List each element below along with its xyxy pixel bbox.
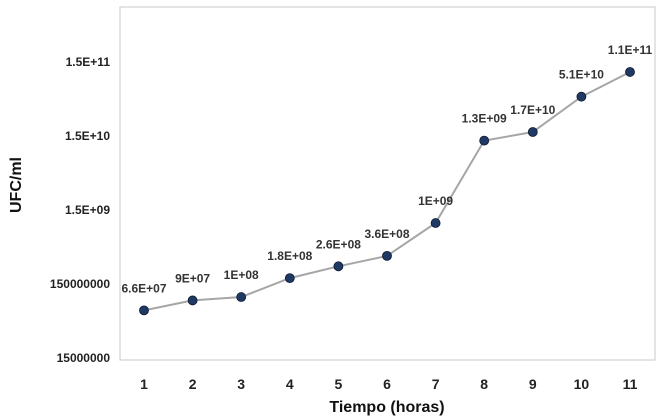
x-tick-label: 6 [383,376,391,392]
y-tick-label: 15000000 [57,351,111,365]
x-tick-label: 9 [529,376,537,392]
data-point-marker [527,127,538,137]
data-point-marker [382,250,392,261]
y-axis-title: UFC/ml [8,157,25,213]
data-point-marker [576,91,587,102]
data-point-marker [479,135,490,146]
data-label: 9E+07 [175,271,210,285]
x-axis-title: Tiempo (horas) [329,399,444,416]
x-tick-label: 8 [480,376,488,392]
data-point-marker [625,67,635,77]
y-tick-label: 1.5E+10 [65,129,110,143]
x-tick-label: 3 [237,376,245,392]
y-tick-label: 150000000 [50,277,110,291]
data-label: 6.6E+07 [121,281,166,295]
data-label: 2.6E+08 [316,237,361,251]
x-tick-label: 11 [623,376,638,392]
data-point-marker [284,273,295,284]
data-point-marker [236,292,247,302]
data-label: 1.1E+11 [608,43,653,57]
series-markers [139,67,635,316]
x-axis-ticks: 1 2 3 4 5 6 7 8 9 10 11 [140,376,638,392]
y-tick-label: 1.5E+09 [65,203,110,217]
x-tick-label: 5 [335,376,343,392]
y-axis-ticks: 15000000 150000000 1.5E+09 1.5E+10 1.5E+11 [50,55,110,365]
data-labels: 6.6E+07 9E+07 1E+08 1.8E+08 2.6E+083.6E+08 1E… [121,43,652,295]
data-label: 1.7E+10 [510,103,555,117]
x-tick-label: 7 [432,376,440,392]
data-label: 3.6E+08 [364,227,409,241]
data-label: 1E+08 [224,268,259,282]
data-label: 1E+09 [418,194,453,208]
data-label: 1.8E+08 [267,249,312,263]
data-point-marker [333,261,344,272]
y-tick-label: 1.5E+11 [66,55,111,69]
data-label: 1.3E+09 [462,112,507,126]
data-point-marker [187,295,198,306]
x-tick-label: 10 [574,376,590,392]
plot-area-frame [119,6,656,361]
data-label: 5.1E+10 [559,68,604,82]
data-point-marker [430,218,441,228]
x-tick-label: 2 [189,376,197,392]
x-tick-label: 4 [286,376,294,392]
data-point-marker [139,305,149,316]
x-tick-label: 1 [140,376,148,392]
